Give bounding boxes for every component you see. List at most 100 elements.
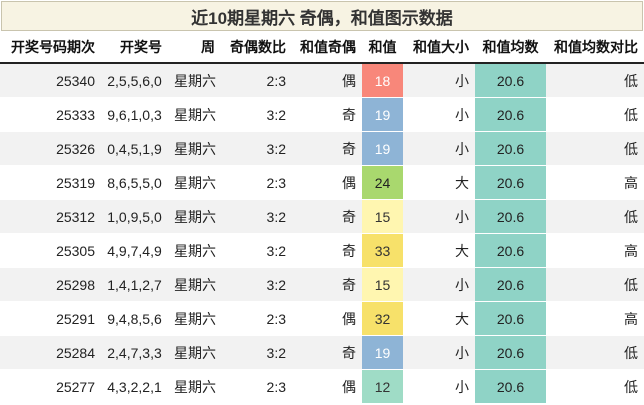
issue-cell: 25291 — [0, 301, 101, 336]
issue-cell: 25340 — [0, 63, 101, 98]
sum-cell: 18 — [362, 63, 403, 98]
avg-cell: 20.6 — [475, 369, 546, 404]
table-row: 25340 2,5,5,6,0 星期六 2:3 偶 18 小 20.6 低 — [0, 63, 644, 98]
parity-cell: 奇 — [292, 233, 362, 268]
header-row: 开奖号码期次 开奖号 周 奇偶数比 和值奇偶 和值 和值大小 和值均数 和值均数… — [0, 31, 644, 64]
sum-cell: 15 — [362, 199, 403, 234]
parity-cell: 偶 — [292, 301, 362, 336]
avg-cell: 20.6 — [475, 199, 546, 234]
size-cell: 小 — [403, 131, 475, 166]
sum-cell: 32 — [362, 301, 403, 336]
avg-cell: 20.6 — [475, 131, 546, 166]
week-cell: 星期六 — [168, 335, 221, 370]
week-cell: 星期六 — [168, 369, 221, 404]
lottery-data-table: 开奖号码期次 开奖号 周 奇偶数比 和值奇偶 和值 和值大小 和值均数 和值均数… — [0, 31, 644, 404]
compare-cell: 低 — [546, 131, 644, 166]
avg-cell: 20.6 — [475, 97, 546, 132]
compare-cell: 高 — [546, 233, 644, 268]
header-sum: 和值 — [362, 31, 403, 64]
issue-cell: 25326 — [0, 131, 101, 166]
issue-cell: 25298 — [0, 267, 101, 302]
numbers-cell: 9,6,1,0,3 — [101, 97, 168, 132]
compare-cell: 低 — [546, 97, 644, 132]
sum-cell: 33 — [362, 233, 403, 268]
avg-cell: 20.6 — [475, 165, 546, 200]
numbers-cell: 2,4,7,3,3 — [101, 335, 168, 370]
size-cell: 小 — [403, 335, 475, 370]
table-row: 25319 8,6,5,5,0 星期六 2:3 偶 24 大 20.6 高 — [0, 165, 644, 200]
size-cell: 大 — [403, 301, 475, 336]
issue-cell: 25319 — [0, 165, 101, 200]
header-parity: 和值奇偶 — [292, 31, 362, 64]
avg-cell: 20.6 — [475, 233, 546, 268]
size-cell: 小 — [403, 369, 475, 404]
parity-cell: 奇 — [292, 199, 362, 234]
table-row: 25333 9,6,1,0,3 星期六 3:2 奇 19 小 20.6 低 — [0, 97, 644, 132]
table-title: 近10期星期六 奇偶，和值图示数据 — [1, 1, 643, 31]
issue-cell: 25312 — [0, 199, 101, 234]
header-week: 周 — [168, 31, 221, 64]
week-cell: 星期六 — [168, 267, 221, 302]
table-row: 25298 1,4,1,2,7 星期六 3:2 奇 15 小 20.6 低 — [0, 267, 644, 302]
parity-cell: 偶 — [292, 165, 362, 200]
ratio-cell: 3:2 — [221, 199, 292, 234]
compare-cell: 低 — [546, 369, 644, 404]
size-cell: 小 — [403, 63, 475, 98]
parity-cell: 奇 — [292, 267, 362, 302]
table-row: 25291 9,4,8,5,6 星期六 2:3 偶 32 大 20.6 高 — [0, 301, 644, 336]
ratio-cell: 3:2 — [221, 97, 292, 132]
issue-cell: 25305 — [0, 233, 101, 268]
issue-cell: 25284 — [0, 335, 101, 370]
sum-cell: 19 — [362, 131, 403, 166]
parity-cell: 奇 — [292, 97, 362, 132]
table-row: 25312 1,0,9,5,0 星期六 3:2 奇 15 小 20.6 低 — [0, 199, 644, 234]
numbers-cell: 2,5,5,6,0 — [101, 63, 168, 98]
compare-cell: 低 — [546, 63, 644, 98]
compare-cell: 高 — [546, 165, 644, 200]
week-cell: 星期六 — [168, 301, 221, 336]
parity-cell: 偶 — [292, 63, 362, 98]
header-numbers: 开奖号 — [101, 31, 168, 64]
compare-cell: 低 — [546, 267, 644, 302]
ratio-cell: 2:3 — [221, 63, 292, 98]
size-cell: 大 — [403, 233, 475, 268]
numbers-cell: 9,4,8,5,6 — [101, 301, 168, 336]
issue-cell: 25333 — [0, 97, 101, 132]
week-cell: 星期六 — [168, 63, 221, 98]
avg-cell: 20.6 — [475, 63, 546, 98]
week-cell: 星期六 — [168, 199, 221, 234]
numbers-cell: 4,9,7,4,9 — [101, 233, 168, 268]
sum-cell: 24 — [362, 165, 403, 200]
numbers-cell: 8,6,5,5,0 — [101, 165, 168, 200]
header-compare: 和值均数对比 — [546, 31, 644, 64]
size-cell: 小 — [403, 97, 475, 132]
table-row: 25277 4,3,2,2,1 星期六 2:3 偶 12 小 20.6 低 — [0, 369, 644, 404]
parity-cell: 奇 — [292, 131, 362, 166]
week-cell: 星期六 — [168, 97, 221, 132]
ratio-cell: 2:3 — [221, 301, 292, 336]
week-cell: 星期六 — [168, 165, 221, 200]
header-size: 和值大小 — [403, 31, 475, 64]
table-row: 25284 2,4,7,3,3 星期六 3:2 奇 19 小 20.6 低 — [0, 335, 644, 370]
size-cell: 大 — [403, 165, 475, 200]
ratio-cell: 3:2 — [221, 233, 292, 268]
numbers-cell: 0,4,5,1,9 — [101, 131, 168, 166]
header-ratio: 奇偶数比 — [221, 31, 292, 64]
ratio-cell: 3:2 — [221, 335, 292, 370]
sum-cell: 19 — [362, 335, 403, 370]
avg-cell: 20.6 — [475, 335, 546, 370]
sum-cell: 15 — [362, 267, 403, 302]
week-cell: 星期六 — [168, 131, 221, 166]
sum-cell: 12 — [362, 369, 403, 404]
numbers-cell: 1,0,9,5,0 — [101, 199, 168, 234]
header-issue: 开奖号码期次 — [0, 31, 101, 64]
ratio-cell: 2:3 — [221, 369, 292, 404]
avg-cell: 20.6 — [475, 301, 546, 336]
table-row: 25305 4,9,7,4,9 星期六 3:2 奇 33 大 20.6 高 — [0, 233, 644, 268]
week-cell: 星期六 — [168, 233, 221, 268]
numbers-cell: 1,4,1,2,7 — [101, 267, 168, 302]
compare-cell: 低 — [546, 335, 644, 370]
size-cell: 小 — [403, 267, 475, 302]
compare-cell: 低 — [546, 199, 644, 234]
numbers-cell: 4,3,2,2,1 — [101, 369, 168, 404]
